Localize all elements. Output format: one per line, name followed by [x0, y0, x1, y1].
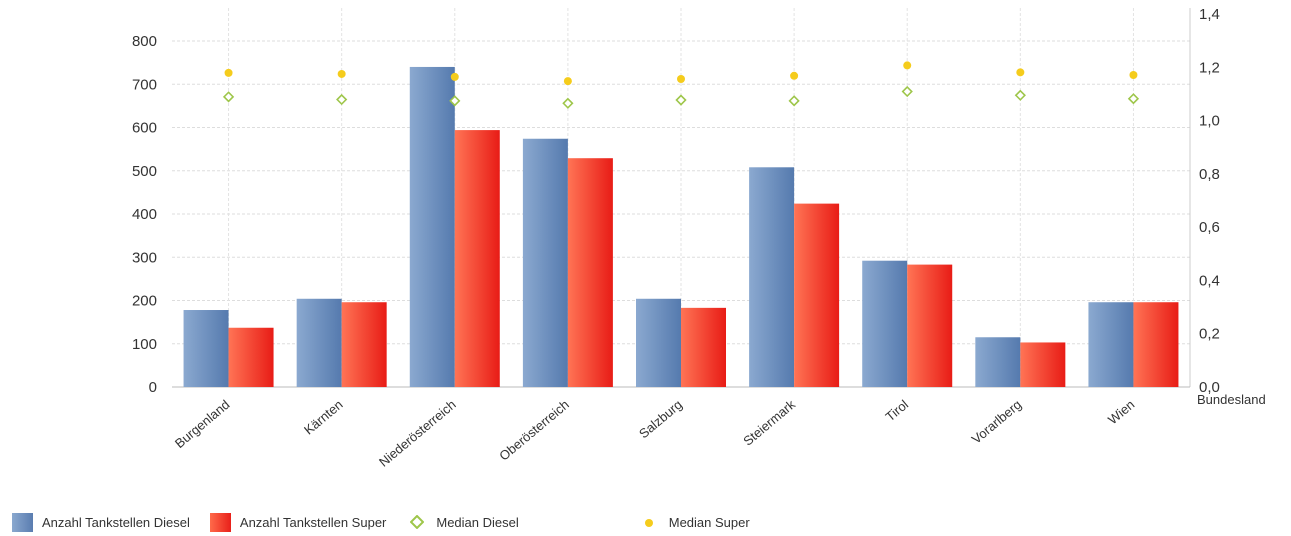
category-label-burgenland: Burgenland: [172, 397, 233, 451]
legend-item-median-diesel[interactable]: Median Diesel: [406, 513, 519, 532]
right-tick-label: 1,4: [1199, 6, 1220, 23]
marker-median-diesel-tirol: [901, 85, 913, 98]
bar-super-burgenland: [228, 327, 274, 387]
bar-super-steiermark: [794, 203, 840, 387]
bar-diesel-burgenland: [183, 310, 229, 387]
category-label-oberösterreich: Oberösterreich: [496, 397, 572, 464]
bar-diesel-steiermark: [749, 167, 795, 387]
bar-diesel-kärnten: [296, 298, 342, 387]
left-axis-ticks: 0 100 200 300 400 500 600 700 800: [132, 33, 157, 396]
left-tick-label: 100: [132, 336, 157, 353]
marker-median-super-burgenland: [224, 68, 233, 77]
bar-super-vorarlberg: [1020, 342, 1066, 387]
left-tick-label: 200: [132, 293, 157, 310]
bar-diesel-niederösterreich: [409, 66, 455, 387]
legend-label-median-super: Median Super: [668, 514, 750, 530]
marker-median-super-vorarlberg: [1016, 68, 1025, 77]
bar-super-kärnten: [341, 302, 387, 387]
category-label-wien: Wien: [1105, 397, 1137, 428]
right-tick-label: 0,0: [1199, 379, 1220, 396]
left-tick-label: 500: [132, 163, 157, 180]
marker-median-diesel-wien: [1127, 93, 1140, 105]
marker-median-super-wien: [1129, 71, 1138, 80]
legend: Anzahl Tankstellen Diesel Anzahl Tankste…: [12, 512, 770, 532]
markers: [222, 61, 1140, 109]
legend-swatch-super: [209, 512, 231, 532]
left-tick-label: 300: [132, 249, 157, 266]
left-tick-label: 400: [132, 206, 157, 223]
marker-median-diesel-niederösterreich: [449, 95, 461, 107]
bar-diesel-oberösterreich: [522, 138, 568, 387]
bar-super-salzburg: [681, 307, 726, 387]
legend-item-super[interactable]: Anzahl Tankstellen Super: [209, 512, 387, 532]
category-label-kärnten: Kärnten: [301, 397, 346, 438]
legend-swatch-diesel: [12, 512, 33, 532]
bar-diesel-wien: [1088, 302, 1134, 387]
right-tick-label: 0,8: [1199, 166, 1220, 183]
marker-median-diesel-steiermark: [788, 95, 800, 107]
marker-median-diesel-oberösterreich: [562, 97, 574, 109]
right-tick-label: 0,2: [1199, 326, 1220, 343]
diamond-marker-icon: [406, 513, 427, 532]
bar-diesel-vorarlberg: [975, 337, 1021, 387]
bars: [183, 66, 1179, 387]
marker-median-super-salzburg: [677, 75, 685, 84]
legend-label-super: Anzahl Tankstellen Super: [239, 514, 387, 530]
marker-median-super-oberösterreich: [563, 77, 572, 86]
right-tick-label: 0,6: [1199, 219, 1220, 236]
category-label-niederösterreich: Niederösterreich: [376, 397, 459, 470]
marker-median-super-tirol: [903, 61, 912, 70]
right-tick-label: 1,2: [1199, 59, 1220, 76]
marker-median-diesel-vorarlberg: [1014, 89, 1026, 101]
category-label-salzburg: Salzburg: [636, 397, 685, 441]
category-label-tirol: Tirol: [883, 397, 912, 424]
bar-diesel-salzburg: [636, 298, 681, 387]
marker-median-super-niederösterreich: [450, 72, 459, 81]
legend-label-median-diesel: Median Diesel: [436, 514, 519, 530]
right-tick-label: 1,0: [1199, 113, 1220, 130]
legend-item-median-super[interactable]: Median Super: [639, 513, 750, 532]
bar-diesel-tirol: [862, 260, 908, 387]
bar-super-oberösterreich: [567, 158, 613, 387]
category-labels: Burgenland Kärnten Niederösterreich Oberöst…: [172, 396, 1137, 469]
marker-median-diesel-burgenland: [222, 91, 235, 103]
marker-median-diesel-salzburg: [675, 94, 687, 106]
left-tick-label: 800: [132, 33, 157, 50]
category-label-vorarlberg: Vorarlberg: [969, 397, 1025, 447]
left-tick-label: 0: [149, 379, 157, 396]
circle-marker-icon: [639, 513, 660, 532]
marker-median-super-steiermark: [790, 71, 799, 80]
marker-median-super-kärnten: [337, 69, 346, 78]
bar-super-tirol: [907, 264, 953, 387]
marker-median-diesel-kärnten: [336, 93, 348, 106]
category-label-steiermark: Steiermark: [740, 396, 798, 448]
left-tick-label: 700: [132, 76, 157, 93]
right-tick-label: 0,4: [1199, 272, 1220, 289]
legend-item-diesel[interactable]: Anzahl Tankstellen Diesel: [12, 512, 190, 532]
legend-label-diesel: Anzahl Tankstellen Diesel: [42, 514, 190, 530]
bar-super-wien: [1133, 302, 1179, 387]
bar-super-niederösterreich: [454, 130, 500, 387]
right-axis-ticks: 0,0 0,2 0,4 0,6 0,8 1,0 1,2 1,4: [1199, 6, 1220, 396]
left-tick-label: 600: [132, 120, 157, 137]
x-axis-label: Bundesland: [1197, 392, 1266, 407]
